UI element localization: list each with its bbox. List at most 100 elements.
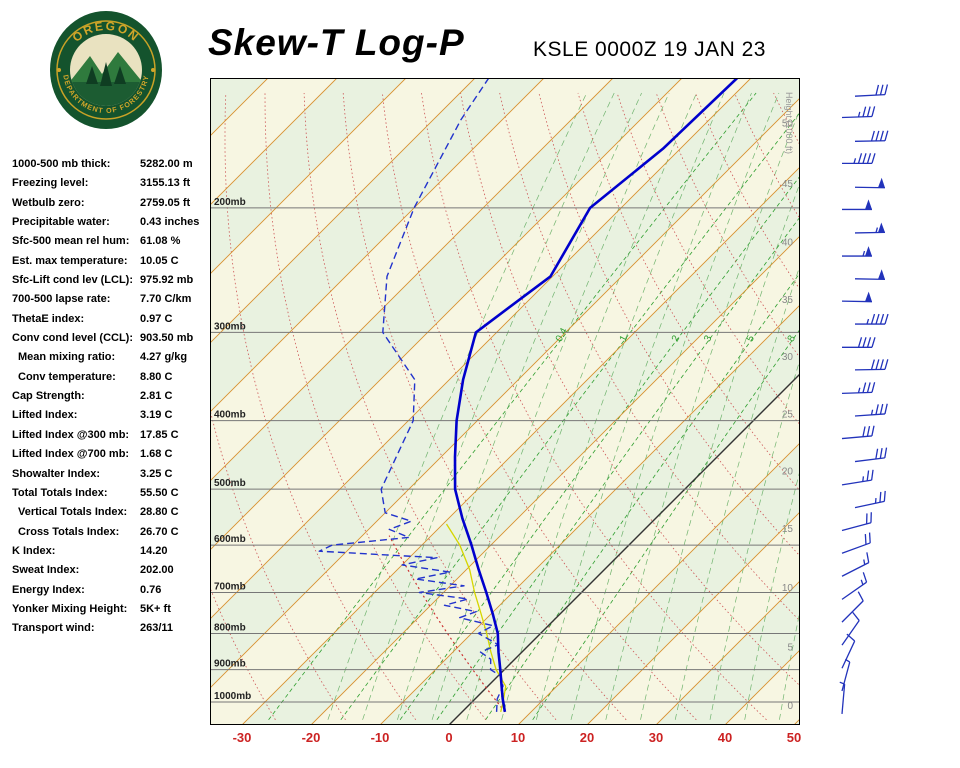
index-value: 975.92 mb — [140, 274, 194, 287]
moist-adiabat-line — [397, 92, 642, 720]
index-label: ThetaE index: — [12, 312, 85, 325]
logo-mountains — [70, 52, 142, 84]
indices-panel: 1000-500 mb thick: 5282.00 m Freezing leve… — [12, 156, 212, 640]
index-value: 5K+ ft — [140, 602, 171, 615]
index-value: 28.80 C — [140, 506, 179, 519]
wind-barb — [842, 153, 876, 165]
index-label: Cross Totals Index: — [18, 525, 120, 538]
temp-tick-label: 50 — [787, 730, 801, 745]
wind-barb — [842, 337, 876, 348]
logo-trees — [86, 62, 126, 86]
index-label: Vertical Totals Index: — [18, 506, 128, 519]
moist-adiabat-line — [640, 182, 800, 720]
odf-logo-svg: OREGON DEPARTMENT OF FORESTRY — [50, 11, 162, 129]
wind-barb — [854, 447, 888, 463]
index-label: Conv temperature: — [18, 370, 116, 383]
index-label: Precipitable water: — [12, 216, 110, 229]
skewt-chart: 200mb 300mb 400mb 500mb 600mb 700mb 800mb 900mb… — [210, 78, 802, 750]
index-value: 8.80 C — [140, 370, 173, 383]
moist-adiabat-line — [535, 92, 752, 720]
index-value: 3155.13 ft — [140, 177, 191, 190]
wind-barb — [841, 633, 856, 669]
index-value: 55.50 C — [140, 486, 179, 499]
pressure-tick-label: 300mb — [214, 321, 246, 332]
index-label: Cap Strength: — [12, 390, 85, 403]
index-label: Lifted Index: — [12, 409, 78, 422]
wind-barb — [854, 84, 889, 97]
dry-adiabat-line — [382, 92, 697, 721]
index-row: Lifted Index: 3.19 C — [12, 407, 212, 426]
isotherm-line — [517, 442, 800, 725]
pressure-tick-label: 800mb — [214, 622, 246, 633]
index-row: K Index: 14.20 — [12, 543, 212, 562]
mixing-ratio-label: 1 — [618, 333, 631, 343]
chart-border — [210, 78, 800, 725]
dry-adiabat-line — [303, 92, 557, 721]
temp-tick-label: 0 — [445, 730, 452, 745]
dry-adiabat-line — [264, 92, 487, 721]
wind-barb-column — [800, 78, 958, 728]
wind-barb — [854, 177, 886, 189]
mixing-ratio-line — [436, 216, 800, 721]
moist-adiabat-line — [674, 264, 800, 720]
index-value: 0.97 C — [140, 312, 173, 325]
height-tick-label: 50 — [782, 119, 794, 130]
index-label: Yonker Mixing Height: — [12, 602, 128, 615]
wind-barb — [854, 403, 888, 417]
height-tick-label: 35 — [782, 295, 794, 306]
mixing-ratio-label: 3 — [702, 333, 715, 343]
index-row: 700-500 lapse rate: 7.70 C/km — [12, 291, 212, 310]
height-tick-label: 25 — [782, 409, 794, 420]
temp-tick-label: 20 — [580, 730, 594, 745]
wind-barb — [841, 611, 860, 646]
dry-adiabat-line — [210, 407, 346, 721]
index-row: Transport wind: 263/11 — [12, 620, 212, 639]
wind-barb — [841, 291, 873, 303]
isotherm-line — [210, 78, 407, 275]
mixing-ratio-label: 8 — [786, 333, 799, 343]
isotherm-line — [210, 97, 800, 689]
mixing-ratio-line — [532, 328, 800, 721]
wind-barb — [841, 591, 864, 623]
index-row: Conv temperature: 8.80 C — [12, 369, 212, 388]
index-row: Cap Strength: 2.81 C — [12, 388, 212, 407]
index-value: 0.76 — [140, 583, 162, 596]
station-datetime: KSLE 0000Z 19 JAN 23 — [533, 38, 766, 61]
index-value: 10.05 C — [140, 254, 179, 267]
isotherm-line — [379, 304, 800, 725]
pressure-tick-label: 200mb — [214, 197, 246, 208]
mixing-ratio-label: 2 — [670, 333, 683, 343]
index-row: Precipitable water: 0.43 inches — [12, 214, 212, 233]
isotherm-line — [210, 78, 614, 482]
index-label: Est. max temperature: — [12, 254, 128, 267]
index-row: Wetbulb zero: 2759.05 ft — [12, 195, 212, 214]
mixing-ratio-line — [485, 272, 800, 721]
temp-tick-label: -20 — [302, 730, 321, 745]
wind-barb — [841, 469, 874, 486]
index-label: Freezing level: — [12, 177, 89, 190]
index-label: Wetbulb zero: — [12, 196, 85, 209]
height-tick-label: 5 — [787, 643, 793, 654]
temp-tick-label: 30 — [649, 730, 663, 745]
odf-logo: OREGON DEPARTMENT OF FORESTRY — [48, 8, 164, 132]
index-row: Sfc-Lift cond lev (LCL): 975.92 mb — [12, 272, 212, 291]
index-row: Mean mixing ratio: 4.27 g/kg — [12, 349, 212, 368]
index-value: 7.70 C/km — [140, 293, 192, 306]
pressure-tick-label: 600mb — [214, 534, 246, 545]
index-value: 2.81 C — [140, 390, 173, 403]
wind-barb — [841, 106, 876, 119]
wind-barb — [854, 222, 886, 234]
pressure-tick-label: 1000mb — [214, 691, 251, 702]
index-row: 1000-500 mb thick: 5282.00 m — [12, 156, 212, 175]
index-value: 202.00 — [140, 564, 174, 577]
pressure-tick-label: 400mb — [214, 410, 246, 421]
wind-barb — [841, 382, 876, 395]
index-row: Est. max temperature: 10.05 C — [12, 253, 212, 272]
isotherm-line — [210, 78, 338, 206]
index-value: 61.08 % — [140, 235, 181, 248]
moist-adiabat-line — [709, 358, 800, 720]
index-value: 3.25 C — [140, 467, 173, 480]
index-row: Lifted Index @300 mb: 17.85 C — [12, 427, 212, 446]
index-value: 1.68 C — [140, 448, 173, 461]
mixing-ratio-line — [268, 92, 757, 721]
